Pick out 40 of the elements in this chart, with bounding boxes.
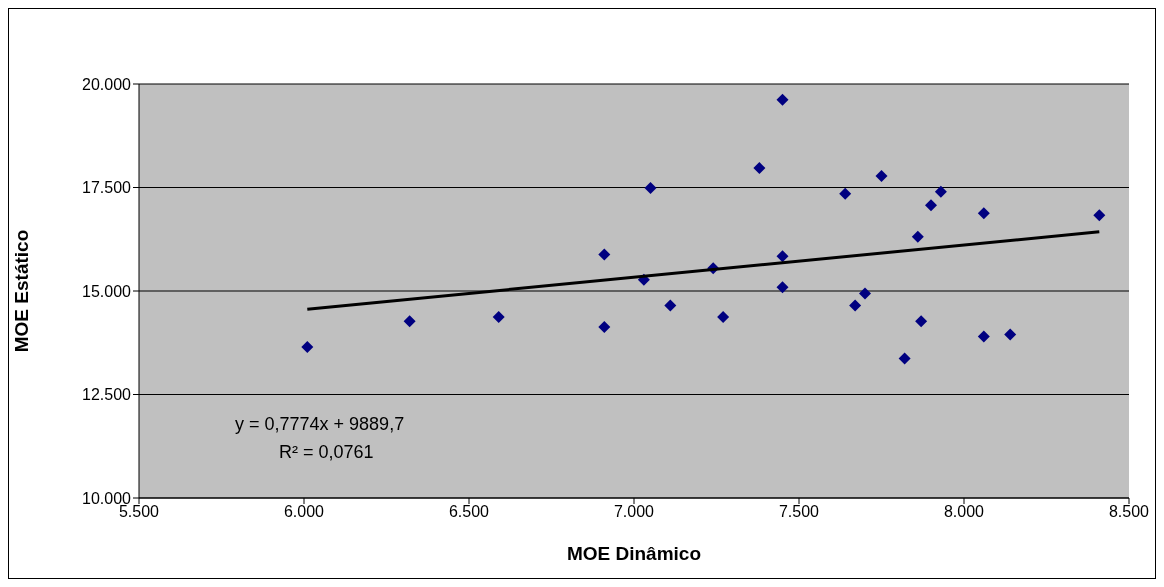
x-tick-label: 6.500 <box>448 503 490 521</box>
x-axis-title: MOE Dinâmico <box>566 543 702 564</box>
point <box>717 311 730 324</box>
point <box>911 230 924 243</box>
point <box>644 181 657 194</box>
point <box>925 199 937 212</box>
point <box>301 340 314 353</box>
y-tick-label: 17.500 <box>82 179 132 197</box>
point <box>776 93 789 106</box>
x-tick-label: 8.500 <box>1108 503 1150 521</box>
x-tick-label: 5.500 <box>118 503 160 521</box>
point <box>598 321 611 334</box>
annotation: R² = 0,0761 <box>279 442 374 463</box>
y-tick-label: 12.500 <box>82 386 132 404</box>
point <box>664 299 677 312</box>
x-tick-label: 8.000 <box>943 503 985 521</box>
point <box>598 248 611 261</box>
x-tick-label: 6.000 <box>283 503 325 521</box>
point <box>776 250 789 263</box>
x-tick-label: 7.000 <box>613 503 655 521</box>
point <box>898 352 911 365</box>
y-axis-title: MOE Estático <box>10 229 32 353</box>
point <box>1093 209 1106 222</box>
point <box>934 185 947 198</box>
point <box>849 299 862 312</box>
x-tick-label: 7.500 <box>778 503 820 521</box>
annotation: y = 0,7774x + 9889,7 <box>235 414 405 435</box>
point <box>753 162 766 175</box>
point <box>875 169 888 182</box>
point <box>859 287 871 300</box>
point <box>776 281 789 294</box>
point <box>1004 328 1017 341</box>
point <box>492 311 505 324</box>
y-tick-label: 20.000 <box>82 75 132 93</box>
point <box>977 330 990 343</box>
point <box>977 207 990 220</box>
point <box>403 315 416 328</box>
point <box>915 315 928 328</box>
y-tick-label: 15.000 <box>82 282 132 300</box>
point <box>839 187 852 200</box>
